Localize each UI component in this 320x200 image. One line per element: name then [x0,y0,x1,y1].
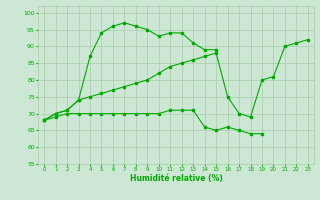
X-axis label: Humidité relative (%): Humidité relative (%) [130,174,222,183]
